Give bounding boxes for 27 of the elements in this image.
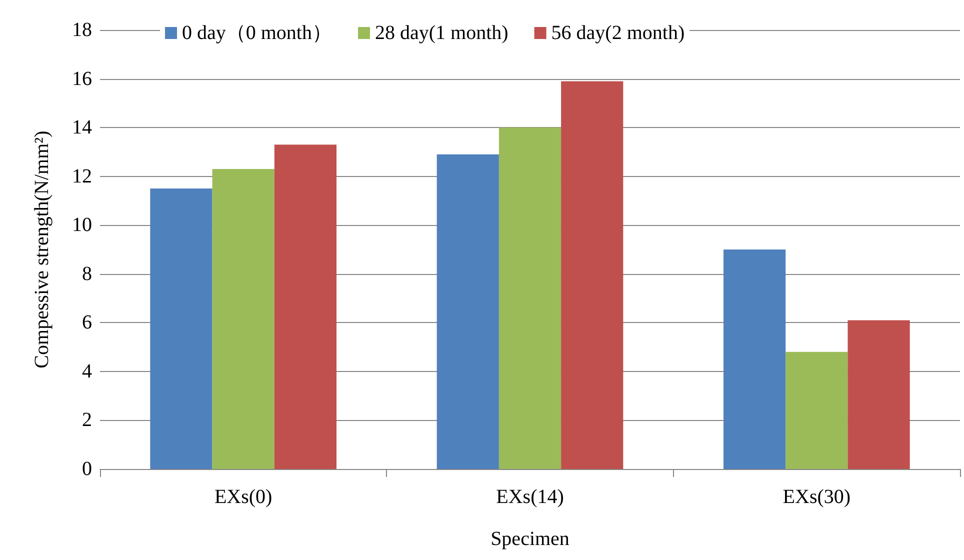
x-tick-label: EXs(14) — [496, 486, 564, 508]
y-tick-label: 18 — [72, 19, 92, 41]
x-tick-label: EXs(0) — [214, 486, 272, 508]
y-tick-label: 10 — [72, 214, 92, 236]
x-axis-title: Specimen — [490, 528, 570, 550]
bar — [848, 320, 910, 469]
y-tick-label: 0 — [82, 458, 92, 480]
y-tick-label: 6 — [82, 312, 92, 334]
bar — [498, 128, 562, 469]
bar — [436, 154, 499, 469]
bar — [212, 169, 274, 469]
y-tick-label: 8 — [82, 262, 92, 285]
y-tick-label: 2 — [82, 409, 92, 432]
y-tick-label: 4 — [82, 360, 92, 382]
y-tick-label: 16 — [72, 68, 92, 90]
legend-label: 28 day(1 month) — [374, 22, 508, 44]
bar — [786, 352, 848, 469]
bar — [561, 81, 624, 469]
y-axis-title: Compessive strength(N/mm²) — [31, 130, 53, 368]
bar — [150, 188, 212, 469]
x-tick-label: EXs(30) — [782, 486, 851, 508]
legend-label: 56 day(2 month) — [551, 22, 685, 44]
y-tick-label: 12 — [72, 165, 92, 188]
bar — [274, 144, 336, 469]
legend-label: 0 day（0 month） — [182, 22, 332, 44]
bar — [724, 250, 786, 469]
y-tick-label: 14 — [72, 116, 92, 139]
